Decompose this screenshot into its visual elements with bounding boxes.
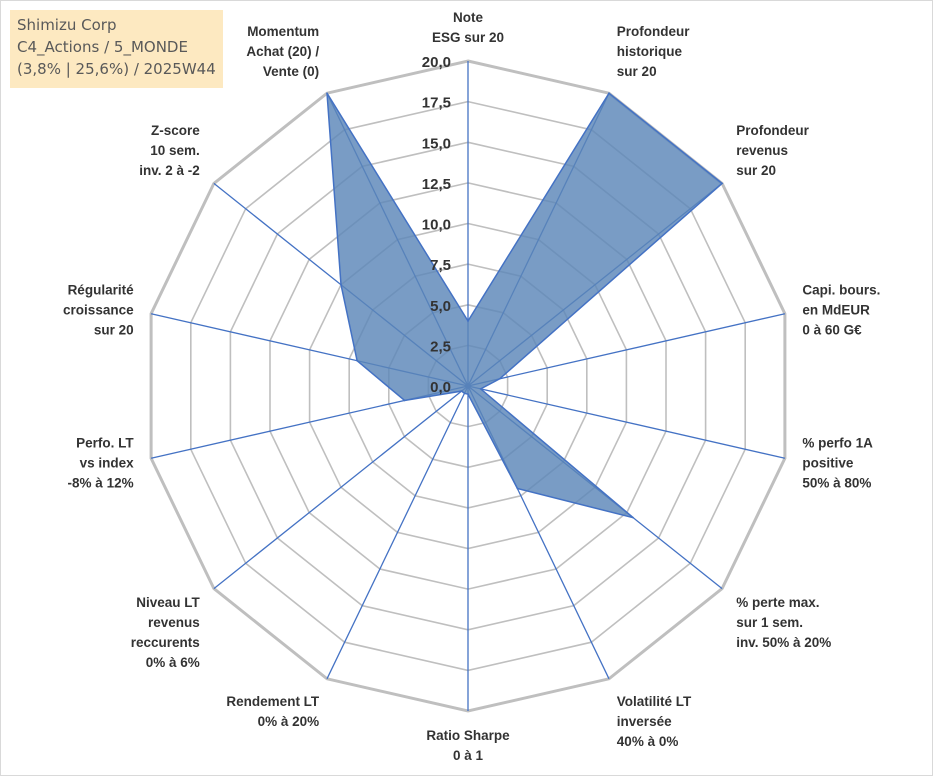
data-point-1 [608,92,610,94]
axis-label-10: Perfo. LT vs index -8% à 12% [68,435,135,490]
axis-label-5: % perte max. sur 1 sem. inv. 50% à 20% [736,595,831,650]
tick-label-1: 2,5 [430,338,451,355]
spoke-8 [326,385,469,680]
axis-label-7: Ratio Sharpe 0 à 1 [426,728,510,763]
axis-label-11: Régularité croissance sur 20 [63,283,134,338]
series-area [326,92,724,519]
axis-label-12: Z-score 10 sem. inv. 2 à -2 [139,123,200,178]
svg-text:% perte max.sur 1 sem.inv. 50%: % perte max. sur 1 sem. inv. 50% à 20% [736,595,831,650]
data-point-5 [632,516,634,519]
radar-series [326,92,724,519]
data-point-12 [340,283,342,286]
data-point-4 [479,388,482,390]
data-point-2 [721,182,723,185]
data-point-7 [467,393,469,395]
data-point-6 [516,487,519,490]
portfolio-label: C4_Actions / 5_MONDE [17,38,188,56]
info-box: Shimizu Corp C4_Actions / 5_MONDE (3,8% … [10,10,223,88]
axis-label-13: Momentum Achat (20) / Vente (0) [246,24,319,79]
tick-label-3: 7,5 [430,257,451,274]
tick-label-5: 12,5 [422,176,451,193]
axis-label-8: Rendement LT 0% à 20% [226,694,320,729]
tick-label-4: 10,0 [422,217,451,234]
spoke-3 [467,313,786,387]
axis-label-6: Volatilité LT inversée 40% à 0% [617,694,692,749]
axis-label-2: Profondeur revenus sur 20 [736,123,809,178]
axis-label-1: Profondeur historique sur 20 [617,24,690,79]
data-point-8 [463,392,466,395]
radial-tick-labels: 0,0 2,5 5,0 7,5 10,0 12,5 15,0 17,5 20,0 [422,54,451,396]
axis-label-4: % perfo 1A positive 50% à 80% [802,435,873,490]
axis-label-0: Note ESG sur 20 [432,10,504,45]
period-label: (3,8% | 25,6%) / 2025W44 [17,60,216,78]
data-point-9 [460,390,463,392]
tick-label-6: 15,0 [422,135,451,152]
data-point-3 [498,378,501,380]
data-point-0 [467,320,469,322]
data-point-10 [403,399,406,402]
tick-label-7: 17,5 [422,95,451,112]
tick-label-0: 0,0 [430,379,451,396]
spoke-4 [467,385,786,459]
tick-label-8: 20,0 [422,54,451,71]
tick-label-2: 5,0 [430,298,451,315]
data-point-11 [356,359,358,362]
axis-label-9: Niveau LT revenus reccurents 0% à 6% [131,595,201,670]
spoke-9 [213,385,469,590]
axis-label-3: Capi. bours. en MdEUR 0 à 60 G€ [802,283,880,338]
axis-labels: Note ESG sur 20 Profondeur historique sur 20… [63,10,880,763]
data-point-13 [326,92,328,94]
svg-text:Rendement LT0% à 20%: Rendement LT 0% à 20% [226,694,320,729]
company-name: Shimizu Corp [17,16,117,34]
